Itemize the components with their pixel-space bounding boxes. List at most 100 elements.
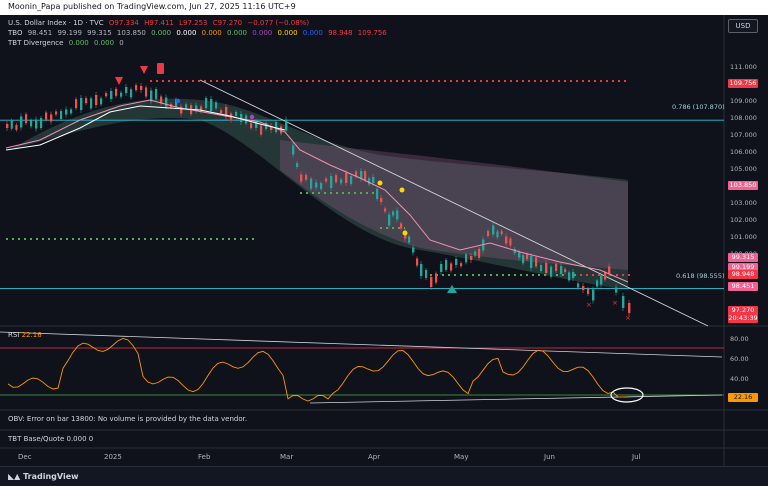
tbt-legend: TBT Divergence 0.000 0.000 0 (8, 39, 127, 48)
candle (445, 260, 448, 270)
candle (265, 123, 268, 129)
fib-label-0786: 0.786 (107.870) (672, 103, 725, 111)
rsi-label[interactable]: RSI (8, 331, 20, 339)
cloud-band-green (10, 98, 628, 290)
sell-triangle-marker (115, 77, 123, 85)
candle (435, 273, 438, 283)
footer-bar: ◣▲ TradingView (0, 466, 768, 486)
candle (220, 110, 223, 114)
buy-triangle-marker (447, 285, 457, 293)
currency-button[interactable]: USD (728, 19, 758, 33)
open-value: O97.334 (108, 19, 139, 27)
candle (120, 92, 123, 97)
trend-line (199, 79, 709, 327)
candle (140, 86, 143, 90)
candle (509, 238, 512, 246)
tbt-label[interactable]: TBT Divergence (8, 39, 64, 47)
candle (380, 198, 383, 202)
candle (622, 296, 625, 308)
candle (376, 189, 379, 199)
signal-dot (175, 98, 181, 104)
candle (500, 231, 503, 235)
candle (260, 125, 263, 135)
candle (155, 89, 158, 99)
candle (210, 99, 213, 111)
candle (105, 93, 108, 97)
rsi-value: 22.16 (21, 331, 42, 339)
price-axis-label: 108.000 (730, 114, 757, 122)
price-axis-label: 102.000 (730, 216, 757, 224)
change-value: −0.077 (−0.08%) (247, 19, 310, 27)
candle (320, 183, 323, 189)
candle (392, 211, 395, 216)
candle (300, 174, 303, 182)
tbo-value: 99.199 (57, 29, 82, 37)
candle (6, 124, 9, 128)
candle (396, 210, 399, 220)
tbo-label[interactable]: TBO (8, 29, 23, 37)
candle (80, 98, 83, 110)
signal-dot (377, 180, 383, 186)
candle (305, 174, 308, 180)
candle (587, 289, 590, 294)
tbo-legend: TBO 98.451 99.199 99.315 103.850 0.000 0… (8, 29, 390, 38)
candle (250, 123, 253, 129)
tbt-value: 0.000 (93, 39, 115, 47)
candle (205, 98, 208, 108)
candle (355, 171, 358, 177)
tbt-value: 0.000 (68, 39, 89, 47)
obv-error-message: OBV: Error on bar 13800: No volume is pr… (8, 415, 248, 423)
x-axis-label: Apr (368, 453, 381, 461)
candle (530, 256, 533, 268)
candle (425, 270, 428, 278)
candle (470, 256, 473, 260)
rsi-trend-line-upper (0, 331, 723, 358)
tradingview-logo[interactable]: ◣▲ TradingView (8, 472, 79, 481)
price-tag: 97.270 (728, 306, 758, 315)
candle (345, 173, 348, 183)
candle (185, 104, 188, 109)
tbo-value: 109.756 (357, 29, 387, 37)
rsi-axis-60: 60.00 (730, 355, 749, 363)
candle (526, 254, 529, 260)
signal-dot (399, 187, 405, 193)
candle (292, 145, 295, 155)
candle (535, 257, 538, 267)
candle (596, 280, 599, 287)
price-tag: 103.850 (728, 181, 758, 190)
candle (608, 266, 611, 274)
tbo-value: 99.315 (87, 29, 112, 37)
close-value: C97.270 (212, 19, 243, 27)
candle (496, 231, 499, 238)
symbol-name[interactable]: U.S. Dollar Index · 1D · TVC (8, 19, 104, 27)
candle (628, 303, 631, 313)
tbo-value: 0.000 (201, 29, 222, 37)
tbo-value: 103.850 (116, 29, 146, 37)
candle (225, 107, 228, 117)
price-tag: 98.948 (728, 270, 758, 279)
tbt-value: 0 (119, 39, 124, 47)
tbo-value: 98.948 (328, 29, 353, 37)
candle (315, 182, 318, 188)
tbt-base-quote: TBT Base/Quote 0.000 0 (8, 435, 94, 443)
candle (150, 90, 153, 102)
candle (478, 248, 481, 258)
x-axis-label: Dec (18, 453, 32, 461)
candle (604, 272, 607, 280)
candle (35, 119, 38, 129)
x-axis-label: Jul (632, 453, 641, 461)
candle (550, 266, 553, 277)
candle (474, 251, 477, 256)
price-tag: 20:43:39 (728, 314, 758, 323)
price-tag: 109.756 (728, 79, 758, 88)
candle (10, 120, 13, 129)
candle (330, 176, 333, 188)
rsi-legend: RSI 22.16 (8, 331, 42, 339)
candle (430, 277, 433, 287)
candle (600, 275, 603, 285)
tbo-value: 0.000 (176, 29, 197, 37)
candle (75, 99, 78, 109)
fib-label-0618: 0.618 (98.555) (676, 272, 725, 280)
candle (372, 177, 375, 183)
